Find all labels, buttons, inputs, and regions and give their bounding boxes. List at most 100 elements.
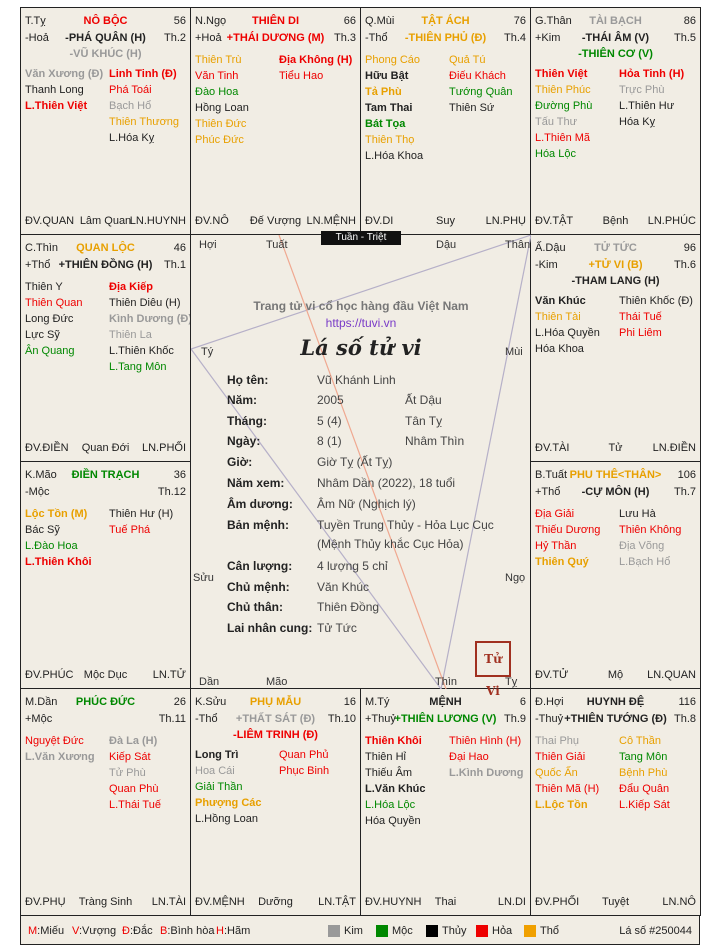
- minor-star: Nguyệt Đức: [25, 735, 84, 747]
- palace-number: 46: [173, 242, 186, 254]
- minor-star: L.Thiên Khốc: [109, 345, 174, 357]
- main-star: -THÁI ÂM (V): [581, 32, 650, 44]
- palace-ty2[interactable]: M.Tý MỆNH 6 +Thuỷ +THIÊN LƯƠNG (V) Th.9 Thiên …: [360, 688, 531, 916]
- palace-header: G.Thân TÀI BẠCH 86: [535, 14, 696, 28]
- minor-star: L.Văn Khúc: [365, 783, 426, 795]
- palace-name: ĐIỀN TRẠCH: [71, 469, 140, 481]
- palace-header: Đ.Hợi HUYNH ĐỆ 116: [535, 695, 696, 709]
- palace-dau[interactable]: Ấ.Dậu TỬ TỨC 96 -Kim +TỬ VI (B) Th.6 -THAM LAN…: [530, 234, 701, 462]
- minor-stars-left: Thiên Việt Thiên Phúc Đường Phù Tấu Thư L.Th…: [535, 66, 617, 162]
- palace-ngo[interactable]: N.Ngọ THIÊN DI 66 +Hoả +THÁI DƯƠNG (M) Th.3 Th…: [190, 7, 361, 235]
- branch-label-ty: Tý: [201, 346, 214, 358]
- minor-star: Thiên Giải: [535, 751, 586, 763]
- palace-footer: ĐV.PHỤ Tràng Sinh LN.TÀI: [25, 895, 186, 909]
- minor-star: Thiên Đức: [195, 118, 247, 130]
- branch-label-than: Thân: [505, 239, 531, 251]
- palace-trang: Th.4: [503, 32, 526, 44]
- info-value: 5 (4): [317, 414, 342, 428]
- palace-branch: B.Tuất: [535, 469, 567, 481]
- info-value: Vũ Khánh Linh: [317, 373, 396, 387]
- info-key: Năm xem:: [227, 476, 285, 490]
- palace-ty[interactable]: T.Tỵ NÔ BỘC 56 -Hoả -PHÁ QUÂN (H) Th.2 -VŨ KHÚ…: [20, 7, 191, 235]
- minor-star: Thiếu Dương: [535, 524, 601, 536]
- palace-suu[interactable]: K.Sửu PHỤ MẪU 16 -Thổ +THẤT SÁT (Đ) Th.10 -LIÊ…: [190, 688, 361, 916]
- palace-header: B.Tuất PHU THÊ<THÂN> 106: [535, 468, 696, 482]
- dai-van: ĐV.TẬT: [535, 215, 574, 227]
- minor-star: L.Đào Hoa: [25, 540, 78, 552]
- dai-van: ĐV.TÀI: [535, 442, 570, 454]
- minor-star: Hồng Loan: [195, 102, 249, 114]
- minor-star: Hóa Quyền: [365, 815, 421, 827]
- minor-star: Điếu Khách: [449, 70, 506, 82]
- palace-footer: ĐV.TÀI Tử LN.ĐIỀN: [535, 441, 696, 455]
- palace-name: PHỤ MẪU: [249, 696, 302, 708]
- triangle-line-1: [191, 235, 531, 350]
- palace-header: Q.Mùi TẬT ÁCH 76: [365, 14, 526, 28]
- palace-mui[interactable]: Q.Mùi TẬT ÁCH 76 -Thổ -THIÊN PHỦ (Đ) Th.4 Phon…: [360, 7, 531, 235]
- triangle-line-4: [278, 235, 447, 689]
- palace-dan[interactable]: M.Dần PHÚC ĐỨC 26 +Mộc Th.11 Nguyệt Đức L.Văn …: [20, 688, 191, 916]
- palace-number: 6: [519, 696, 526, 708]
- element-swatch: [476, 925, 488, 937]
- palace-trang: Th.8: [673, 713, 696, 725]
- branch-label-ty2: Tỵ: [505, 676, 518, 688]
- minor-star: Tuế Phá: [109, 524, 151, 536]
- minor-star: Hoa Cái: [195, 765, 235, 777]
- minor-stars-right: Hỏa Tinh (H) Trực Phù L.Thiên Hư Hóa Kỵ: [619, 66, 700, 130]
- luu-nien: LN.ĐIỀN: [652, 442, 696, 454]
- minor-star: Thiên Không: [619, 524, 682, 536]
- palace-name: PHU THÊ<THÂN>: [569, 469, 662, 481]
- palace-hoi[interactable]: Đ.Hợi HUYNH ĐỆ 116 -Thuỷ +THIÊN TƯỚNG (Đ) Th.…: [530, 688, 701, 916]
- palace-than[interactable]: G.Thân TÀI BẠCH 86 +Kim -THÁI ÂM (V) Th.5 -THI…: [530, 7, 701, 235]
- minor-star: Tử Phù: [109, 767, 146, 779]
- minor-star: Trực Phù: [619, 84, 665, 96]
- palace-footer: ĐV.PHÚC Mộc Dục LN.TỬ: [25, 668, 186, 682]
- palace-trang: Th.11: [158, 713, 186, 725]
- minor-star: Thiên Sứ: [449, 102, 495, 114]
- minor-star: Hữu Bật: [365, 70, 409, 82]
- palace-branch: T.Tỵ: [25, 15, 46, 27]
- minor-stars-left: Thiên Trù Văn Tinh Đào Hoa Hồng Loan Thiên Đ…: [195, 52, 277, 148]
- minor-star: L.Thiên Khôi: [25, 556, 92, 568]
- palace-header: T.Tỵ NÔ BỘC 56: [25, 14, 186, 28]
- branch-label-ngo: Ngọ: [505, 572, 526, 584]
- palace-main-row: -Thổ +THẤT SÁT (Đ) Th.10: [195, 712, 356, 726]
- legend-value: Bình hòa: [170, 925, 215, 937]
- palace-footer: ĐV.NÔ Đế Vượng LN.MỆNH: [195, 214, 356, 228]
- minor-star: Đẩu Quân: [619, 783, 670, 795]
- minor-star: Thiên Diêu (H): [109, 297, 181, 309]
- life-stage: Lâm Quan: [79, 215, 132, 227]
- site-url-link[interactable]: https://tuvi.vn: [325, 316, 397, 330]
- life-stage: Mộ: [607, 669, 624, 681]
- legend-key: Đ: [122, 925, 130, 937]
- main-star: +THIÊN ĐỒNG (H): [58, 259, 153, 271]
- minor-star: Hóa Lộc: [535, 148, 576, 160]
- minor-star: L.Kình Dương: [449, 767, 524, 779]
- branch-label-thin: Thìn: [435, 676, 458, 688]
- palace-thin[interactable]: C.Thìn QUAN LỘC 46 +Thổ +THIÊN ĐỒNG (H) Th.1 T…: [20, 234, 191, 462]
- minor-stars-right: Quan Phủ Phục Binh: [279, 747, 360, 779]
- palace-main-row: +Hoả +THÁI DƯƠNG (M) Th.3: [195, 31, 356, 45]
- dai-van: ĐV.PHỐI: [535, 896, 580, 908]
- palace-branch: N.Ngọ: [195, 15, 227, 27]
- minor-star: L.Hóa Lộc: [365, 799, 416, 811]
- luu-nien: LN.QUAN: [647, 669, 696, 681]
- element-label: Hỏa: [492, 925, 513, 937]
- palace-tuat[interactable]: B.Tuất PHU THÊ<THÂN> 106 +Thổ -CỰ MÔN (H) Th.…: [530, 461, 701, 689]
- branch-label-dau: Dậu: [436, 239, 457, 251]
- dai-van: ĐV.DI: [365, 215, 394, 227]
- minor-star: Thiên Thọ: [365, 134, 415, 146]
- dai-van: ĐV.TỬ: [535, 669, 569, 681]
- triangle-line-2: [191, 348, 442, 689]
- palace-mao[interactable]: K.Mão ĐIỀN TRẠCH 36 -Mộc Th.12 Lộc Tồn (M) Bác…: [20, 461, 191, 689]
- minor-star: Thiên Thương: [109, 116, 180, 128]
- minor-star: Thiên Hư (H): [109, 508, 174, 520]
- minor-star: Phục Binh: [279, 765, 330, 777]
- info-key: Họ tên:: [227, 373, 269, 387]
- minor-star: Bát Tọa: [365, 118, 406, 130]
- luu-nien: LN.PHỐI: [141, 442, 186, 454]
- minor-star: Linh Tinh (Đ): [109, 68, 177, 80]
- minor-star: Tả Phù: [365, 86, 402, 98]
- palace-header: K.Mão ĐIỀN TRẠCH 36: [25, 468, 186, 482]
- minor-stars-left: Long Trì Hoa Cái Giải Thần Phượng Các L.Hồng…: [195, 747, 277, 827]
